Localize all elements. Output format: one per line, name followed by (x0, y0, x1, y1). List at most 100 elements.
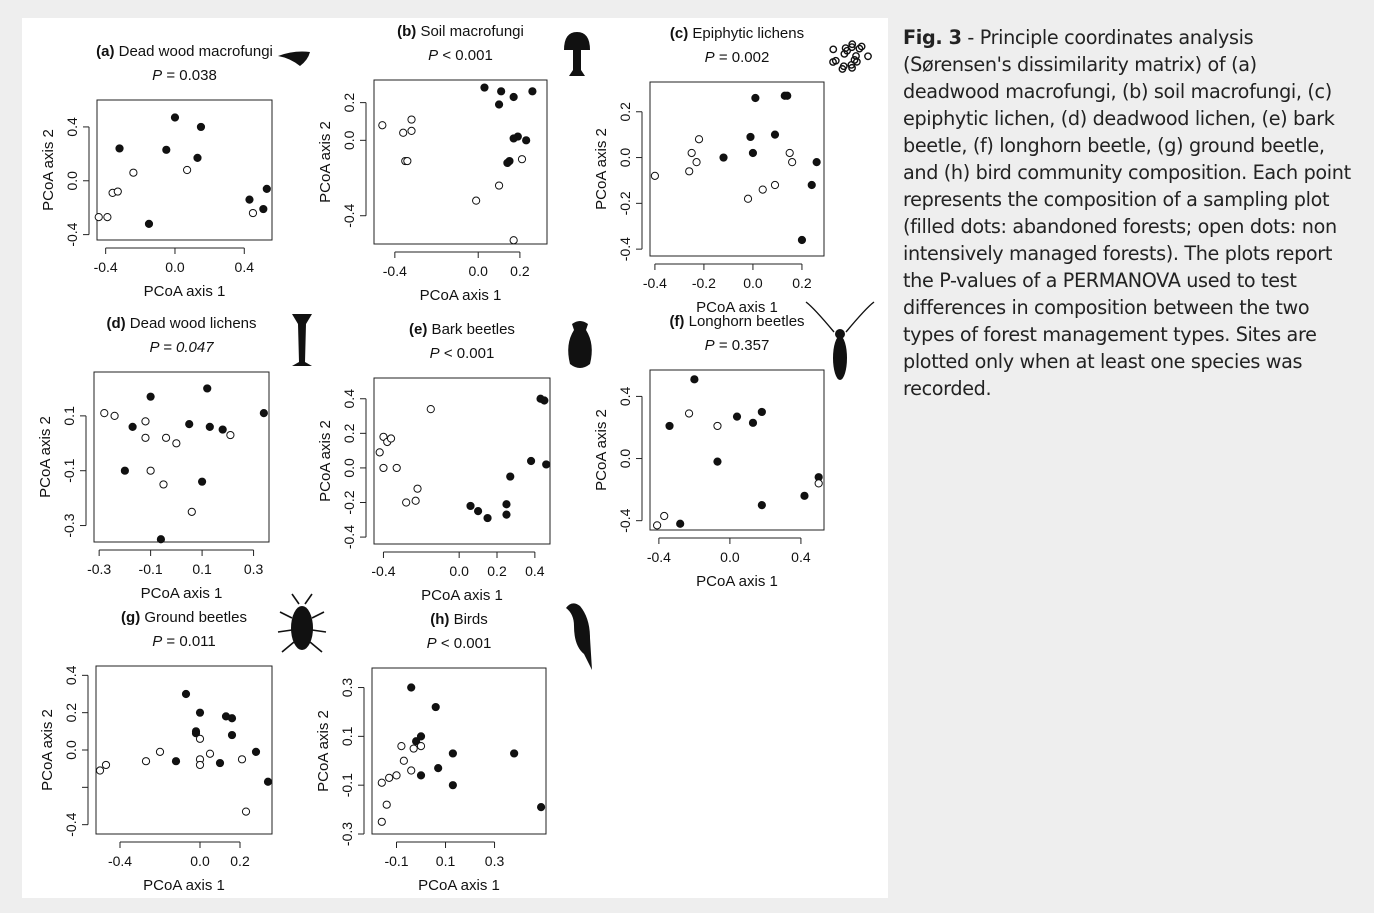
open-point (182, 165, 192, 175)
open-point (248, 208, 258, 218)
open-point (141, 757, 151, 766)
filled-point (146, 392, 155, 401)
open-point (402, 498, 411, 507)
abandoned-forest-points (171, 689, 273, 786)
open-point (110, 411, 119, 420)
open-point (685, 167, 694, 176)
y-tick-label: -0.3 (61, 513, 77, 537)
filled-point (191, 729, 201, 738)
y-axis-label: PCoA axis 2 (37, 416, 54, 498)
y-tick-label: -0.4 (64, 222, 80, 246)
panel-title: (h) Birds (430, 611, 488, 628)
open-point (403, 156, 412, 166)
y-axis: -0.4 0.0 0.2 (341, 93, 367, 228)
abandoned-forest-points (665, 375, 823, 528)
x-tick-label: -0.4 (383, 263, 407, 279)
filled-point (448, 781, 457, 790)
y-axis-label: PCoA axis 2 (317, 121, 334, 203)
open-point (472, 196, 481, 205)
x-axis: -0.1 0.1 0.3 (384, 841, 504, 869)
filled-point (407, 683, 416, 692)
y-axis: -0.4 0.0 0.2 0.4 (63, 665, 89, 837)
open-point (100, 409, 109, 418)
panel-b: (b) Soil macrofungi P < 0.001 -0.4 0.0 0.2 PC… (317, 23, 590, 304)
filled-point (193, 153, 202, 162)
x-tick-label: 0.0 (743, 275, 763, 291)
open-point (409, 744, 418, 753)
x-axis-label: PCoA axis 1 (143, 877, 225, 894)
open-point (146, 466, 155, 475)
panel-title: (g) Ground beetles (121, 609, 247, 626)
filled-point (170, 113, 180, 122)
filled-point (162, 145, 171, 154)
open-point (392, 771, 401, 780)
open-point (385, 773, 394, 782)
filled-point (676, 519, 685, 528)
y-tick-label: 0.1 (339, 726, 355, 746)
lichen-icon (829, 40, 872, 73)
open-point (237, 755, 247, 764)
filled-point (746, 132, 755, 142)
filled-point (807, 180, 816, 190)
filled-point (526, 456, 536, 466)
filled-point (120, 466, 129, 475)
open-point (101, 760, 111, 770)
fungus-bracket-icon (278, 51, 310, 66)
x-tick-label: -0.2 (692, 275, 716, 291)
filled-point (800, 491, 809, 500)
x-tick-label: -0.4 (108, 853, 132, 869)
filled-point (263, 777, 273, 786)
panel-d: (d) Dead wood lichens P = 0.047 -0.3 -0.1 0.… (37, 314, 312, 602)
p-value-label: P = 0.011 (152, 633, 216, 650)
x-tick-label: 0.3 (244, 561, 264, 577)
p-value-label: P < 0.001 (427, 635, 492, 652)
open-point (392, 463, 401, 473)
managed-forest-points (95, 734, 251, 816)
abandoned-forest-points (719, 91, 821, 245)
filled-point (510, 749, 519, 758)
open-point (713, 421, 722, 431)
y-tick-label: -0.4 (341, 203, 357, 227)
plot-frame (93, 371, 270, 543)
filled-point (528, 87, 537, 96)
open-point (758, 185, 767, 194)
y-tick-label: -0.2 (617, 191, 633, 215)
open-point (386, 434, 396, 443)
open-point (684, 409, 694, 418)
caption-text: - Principle coordinates analysis (Sørens… (903, 26, 1351, 400)
p-value-label: P = 0.002 (705, 49, 770, 66)
y-tick-label: 0.0 (617, 148, 633, 168)
y-axis-label: PCoA axis 2 (317, 420, 334, 502)
y-axis: -0.4 0.0 0.4 (64, 117, 90, 247)
abandoned-forest-points (120, 384, 268, 544)
panel-g: (g) Ground beetles P = 0.011 -0.4 0.0 0.2 PCo… (39, 593, 327, 894)
panel-c: (c) Epiphytic lichens P = 0.002 -0.4 -0.2 0.… (593, 25, 872, 316)
y-tick-label: 0.4 (617, 386, 633, 406)
y-axis: -0.3 -0.1 0.1 0.3 (339, 678, 365, 846)
filled-point (748, 148, 758, 158)
open-point (770, 180, 780, 190)
panel-h: (h) Birds P < 0.001 -0.1 0.1 0.3 PCoA axis 1 -… (315, 603, 592, 894)
panel-a: (a) Dead wood macrofungi P = 0.038 -0.4 0.0… (40, 43, 310, 300)
y-axis-label: PCoA axis 2 (593, 409, 610, 491)
y-axis: -0.3 -0.1 0.1 (61, 406, 87, 538)
filled-point (259, 204, 268, 214)
filled-point (466, 501, 475, 511)
x-axis-label: PCoA axis 1 (418, 877, 500, 894)
filled-point (797, 235, 807, 245)
filled-point (262, 184, 271, 193)
y-tick-label: -0.4 (341, 525, 357, 549)
open-point (226, 430, 235, 440)
x-axis: -0.4 0.0 0.4 (647, 537, 811, 565)
open-point (377, 817, 386, 826)
filled-point (434, 763, 443, 773)
x-tick-label: 0.1 (192, 561, 212, 577)
x-axis: -0.3 -0.1 0.1 0.3 (87, 549, 264, 577)
y-axis: -0.4 -0.2 0.0 0.2 0.4 (341, 389, 367, 549)
open-point (494, 181, 504, 190)
x-tick-label: 0.2 (230, 853, 250, 869)
open-point (159, 480, 168, 489)
filled-point (665, 421, 674, 431)
open-point (382, 800, 391, 809)
filled-point (509, 134, 518, 143)
